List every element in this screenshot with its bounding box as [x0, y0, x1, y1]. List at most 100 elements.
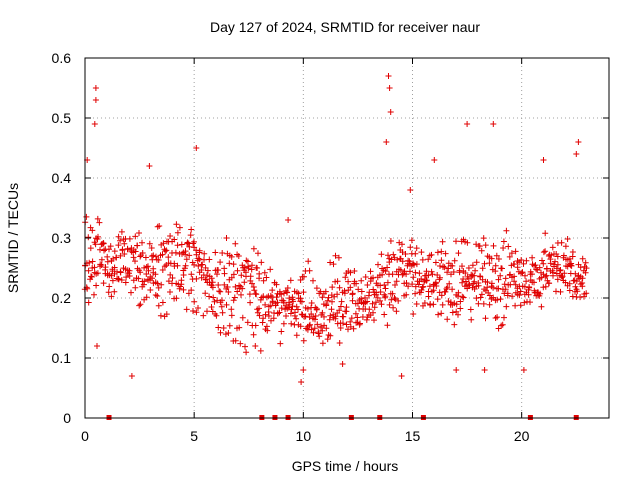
- data-point: [482, 315, 489, 322]
- data-point: [449, 286, 456, 293]
- data-point: [163, 247, 170, 254]
- data-point: [132, 248, 139, 255]
- data-point: [476, 243, 483, 250]
- data-point: [286, 295, 293, 302]
- data-point: [132, 258, 138, 265]
- data-point: [389, 271, 396, 278]
- x-tick-label: 10: [296, 428, 312, 444]
- data-point: [527, 299, 533, 306]
- data-point: [484, 284, 491, 291]
- data-point: [148, 245, 155, 251]
- data-point: [232, 240, 239, 247]
- data-point: [539, 257, 545, 264]
- data-point: [529, 254, 536, 261]
- data-point: [256, 275, 263, 282]
- data-point: [156, 223, 163, 229]
- data-point: [327, 259, 334, 266]
- data-point: [87, 245, 94, 252]
- data-point: [128, 289, 134, 296]
- data-point: [327, 312, 334, 319]
- data-point: [559, 274, 566, 281]
- data-point: [165, 278, 172, 285]
- data-point: [509, 293, 516, 300]
- data-point: [143, 264, 150, 270]
- data-point: [98, 262, 105, 268]
- data-point: [132, 233, 139, 240]
- data-point: [250, 284, 257, 290]
- data-point: [532, 262, 539, 269]
- data-point: [121, 240, 128, 247]
- data-point: [94, 270, 101, 277]
- data-point: [502, 286, 509, 293]
- data-point: [293, 315, 300, 322]
- data-point: [358, 277, 365, 284]
- data-point: [297, 295, 304, 302]
- data-point: [552, 258, 558, 265]
- data-point: [378, 251, 385, 258]
- data-point: [438, 310, 445, 317]
- data-point: [252, 322, 259, 329]
- data-point: [464, 121, 471, 127]
- data-point: [410, 311, 417, 317]
- data-point: [208, 275, 215, 282]
- data-point: [371, 317, 377, 324]
- data-point: [223, 235, 230, 241]
- data-point: [307, 321, 313, 328]
- data-point: [98, 256, 105, 263]
- data-point: [569, 253, 576, 260]
- data-point: [520, 260, 527, 267]
- data-point: [238, 291, 244, 298]
- data-point: [115, 242, 122, 249]
- data-point: [480, 300, 487, 307]
- data-point: [349, 297, 356, 304]
- data-point: [378, 301, 385, 308]
- data-point: [469, 262, 476, 269]
- data-point: [342, 274, 349, 281]
- data-point: [300, 337, 307, 344]
- data-point: [139, 250, 146, 256]
- data-point: [253, 291, 260, 298]
- data-point: [533, 266, 540, 273]
- data-point: [358, 288, 365, 295]
- data-point: [219, 297, 225, 304]
- data-point: [459, 279, 466, 286]
- data-point: [447, 299, 454, 306]
- data-point: [453, 308, 460, 315]
- data-point: [213, 312, 220, 319]
- data-point: [416, 270, 423, 277]
- data-point: [562, 279, 569, 286]
- data-point: [217, 288, 224, 295]
- data-point: [366, 306, 373, 313]
- data-point: [364, 282, 371, 288]
- data-point: [182, 251, 189, 258]
- data-point: [406, 258, 413, 265]
- data-point: [173, 221, 180, 228]
- y-tick-label: 0.2: [52, 290, 72, 306]
- data-point: [106, 283, 113, 290]
- data-point: [136, 302, 143, 309]
- data-point: [118, 277, 125, 283]
- data-point: [507, 281, 514, 288]
- data-point: [443, 285, 450, 292]
- data-point: [104, 253, 111, 260]
- data-point: [455, 311, 461, 318]
- x-tick-label: 0: [81, 428, 89, 444]
- data-point: [488, 255, 495, 262]
- data-point: [347, 269, 354, 276]
- data-point: [243, 349, 250, 356]
- data-point: [543, 265, 550, 272]
- grid-lines: [85, 58, 609, 418]
- data-point: [399, 271, 406, 278]
- data-point: [403, 271, 410, 278]
- data-point: [497, 272, 504, 279]
- data-point: [504, 292, 511, 299]
- data-point: [417, 289, 424, 296]
- data-point: [384, 279, 391, 286]
- data-point: [396, 239, 403, 246]
- y-tick-label: 0.4: [52, 170, 72, 186]
- data-point: [518, 257, 525, 263]
- data-point: [348, 315, 355, 322]
- data-point: [298, 379, 305, 385]
- x-tick-label: 15: [405, 428, 421, 444]
- data-point: [433, 283, 440, 289]
